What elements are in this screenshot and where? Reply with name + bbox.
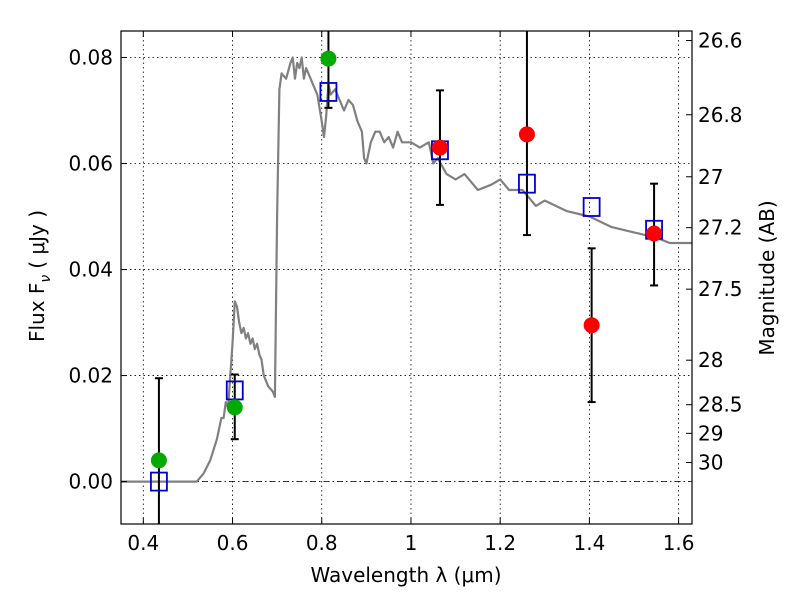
y-tick-label: 0.06: [68, 152, 113, 176]
y2-tick-label: 27: [698, 165, 723, 189]
plot-frame: [120, 30, 693, 525]
plot-layer: [121, 31, 692, 524]
green-data-point: [320, 50, 337, 67]
x-tick-label: 1.4: [573, 531, 605, 555]
model-square-point: [518, 173, 536, 194]
x-tick-label: 0.8: [306, 531, 338, 555]
x-tick-label: 1.2: [484, 531, 516, 555]
y-tick-label: 0.00: [68, 470, 113, 494]
y-axis-label: Flux Fν ( μJy ): [25, 210, 54, 342]
clipped-series: [121, 56, 692, 483]
model-square-point: [319, 82, 338, 102]
grid: [121, 31, 692, 524]
y2-tick-label: 30: [698, 451, 723, 475]
tick-labels: 0.4 0.6 0.8 1 1.2 1.4 1.6 0.00 0.02 0.04 0.06 0.08 2…: [68, 29, 742, 555]
red-data-point: [518, 126, 535, 143]
y2-tick-label: 26.6: [698, 29, 743, 53]
y-axis-label-subscript: ν: [38, 275, 54, 283]
red-data-point: [583, 317, 600, 334]
model-square-point: [582, 197, 601, 217]
green-data-point: [226, 399, 243, 416]
y-axis-label-main: Flux F: [25, 283, 49, 342]
red-data-point: [646, 225, 663, 242]
red-data-point: [431, 139, 448, 156]
y2-tick-label: 29: [698, 421, 723, 445]
template-spectrum-line: [121, 56, 692, 483]
x-tick-label: 1.6: [663, 531, 695, 555]
y-tick-label: 0.08: [68, 46, 113, 70]
y2-tick-label: 27.5: [698, 277, 743, 301]
y-tick-label: 0.02: [68, 364, 113, 388]
green-data-point: [150, 452, 167, 469]
ticks: [121, 31, 692, 524]
y2-tick-label: 28: [698, 348, 723, 372]
x-tick-label: 0.4: [127, 531, 159, 555]
y2-axis-label: Magnitude (AB): [755, 200, 779, 355]
y2-tick-label: 26.8: [698, 103, 743, 127]
x-axis-label: Wavelength λ (μm): [310, 563, 501, 587]
x-tick-label: 0.6: [217, 531, 249, 555]
x-tick-label: 1: [405, 531, 418, 555]
y-tick-label: 0.04: [68, 258, 113, 282]
y2-tick-label: 28.5: [698, 393, 743, 417]
y-axis-label-unit: ( μJy ): [25, 210, 49, 269]
y2-tick-label: 27.2: [698, 216, 743, 240]
model-square-point: [150, 471, 168, 492]
